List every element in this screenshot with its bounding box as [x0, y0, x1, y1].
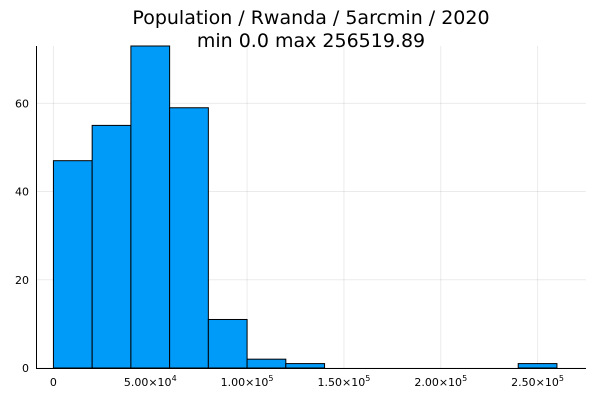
y-tick-label: 0 — [22, 362, 29, 375]
histogram-bar — [130, 45, 171, 369]
chart-subtitle: min 0.0 max 256519.89 — [197, 30, 425, 52]
y-tick-label: 40 — [15, 186, 29, 199]
bars-group — [52, 45, 558, 369]
x-tick-label: 1.00×105 — [221, 374, 274, 389]
chart-title: Population / Rwanda / 5arcmin / 2020 — [132, 7, 489, 29]
histogram-bar — [169, 107, 209, 369]
histogram-bar — [52, 160, 93, 369]
y-tick-label: 60 — [15, 97, 29, 110]
x-tick-label: 5.00×104 — [124, 374, 177, 389]
histogram-bar — [517, 363, 558, 369]
y-tick-labels: 0 20 40 60 — [15, 97, 29, 375]
x-tick-labels: 0 5.00×104 1.00×105 1.50×105 2.00×105 2.50×10… — [50, 374, 564, 389]
histogram-bar — [207, 318, 248, 369]
x-tick-label: 1.50×105 — [318, 374, 371, 389]
histogram-bar — [91, 124, 132, 369]
histogram-bar — [285, 363, 326, 369]
x-tick-label: 2.00×105 — [414, 374, 467, 389]
axes — [36, 46, 586, 369]
x-tick-label: 2.50×105 — [511, 374, 564, 389]
y-tick-label: 20 — [15, 274, 29, 287]
histogram-bar — [246, 358, 287, 369]
x-tick-label: 0 — [50, 376, 57, 389]
